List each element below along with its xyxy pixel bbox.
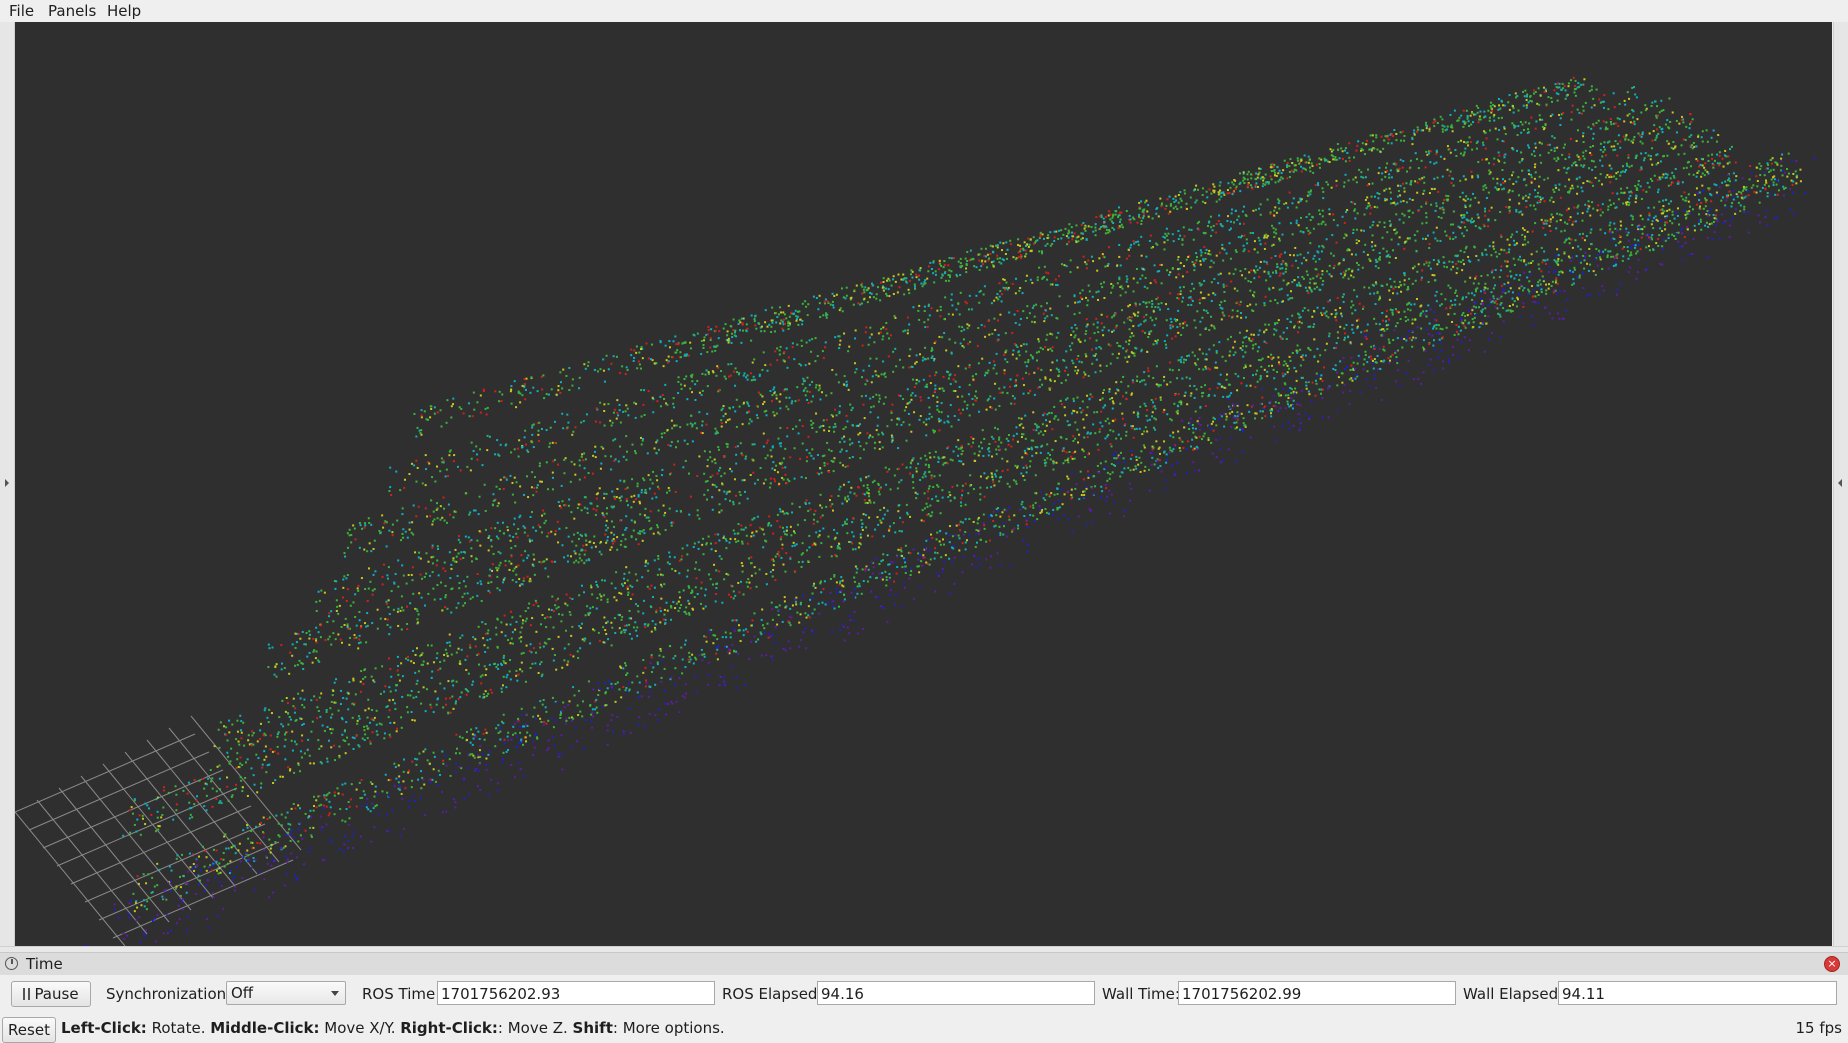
point-cloud-canvas[interactable] xyxy=(15,22,1832,946)
clock-icon xyxy=(5,957,18,970)
wall-time-label: Wall Time: xyxy=(1102,985,1180,1003)
ros-time-field[interactable]: 1701756202.93 xyxy=(437,981,715,1005)
hint-middle-action: Move X/Y. xyxy=(319,1019,401,1037)
sync-select-value: Off xyxy=(231,984,254,1002)
sync-select[interactable]: Off xyxy=(226,981,346,1005)
time-panel: Pause Synchronization: Off ROS Time: 170… xyxy=(0,975,1848,1011)
expand-right-icon xyxy=(1838,479,1842,487)
panel-splitter[interactable] xyxy=(0,946,1848,953)
wall-elapsed-field[interactable]: 94.11 xyxy=(1558,981,1837,1005)
ros-elapsed-field[interactable]: 94.16 xyxy=(817,981,1095,1005)
fps-counter: 15 fps xyxy=(1795,1019,1842,1037)
right-dock-handle[interactable] xyxy=(1833,22,1848,946)
sync-label: Synchronization: xyxy=(106,985,232,1003)
ros-time-label: ROS Time: xyxy=(362,985,441,1003)
pause-button-label: Pause xyxy=(34,985,79,1003)
menu-help[interactable]: Help xyxy=(107,2,142,20)
pause-button[interactable]: Pause xyxy=(11,981,91,1007)
wall-elapsed-label: Wall Elapsed: xyxy=(1463,985,1564,1003)
hint-right-action: : Move Z. xyxy=(497,1019,573,1037)
reset-button[interactable]: Reset xyxy=(2,1017,56,1043)
crop-row-points xyxy=(122,76,1802,913)
wall-time-field[interactable]: 1701756202.99 xyxy=(1178,981,1456,1005)
status-bar: Reset Left-Click: Rotate. Middle-Click: … xyxy=(0,1011,1848,1043)
time-panel-header: Time × xyxy=(0,952,1848,976)
pause-icon xyxy=(23,988,31,1000)
time-panel-title: Time xyxy=(26,955,63,973)
hint-middle-key: Middle-Click: xyxy=(210,1019,320,1037)
hint-shift-key: Shift xyxy=(572,1019,613,1037)
ros-elapsed-label: ROS Elapsed: xyxy=(722,985,823,1003)
close-panel-icon[interactable]: × xyxy=(1824,956,1840,972)
menu-file[interactable]: File xyxy=(9,2,35,20)
ground-grid xyxy=(15,715,302,946)
menu-panels[interactable]: Panels xyxy=(48,2,97,20)
left-dock-handle[interactable] xyxy=(0,22,15,946)
ground-scan-points xyxy=(84,157,1816,946)
render-viewport[interactable] xyxy=(15,22,1832,946)
expand-left-icon xyxy=(5,479,9,487)
hint-shift-action: : More options. xyxy=(612,1019,725,1037)
hint-right-key: Right-Click: xyxy=(400,1019,498,1037)
hint-left-action: Rotate. xyxy=(146,1019,211,1037)
hint-left-key: Left-Click: xyxy=(61,1019,147,1037)
chevron-down-icon xyxy=(331,991,339,996)
mouse-hint: Left-Click: Rotate. Middle-Click: Move X… xyxy=(61,1019,725,1037)
menu-bar: File Panels Help xyxy=(0,0,1848,22)
